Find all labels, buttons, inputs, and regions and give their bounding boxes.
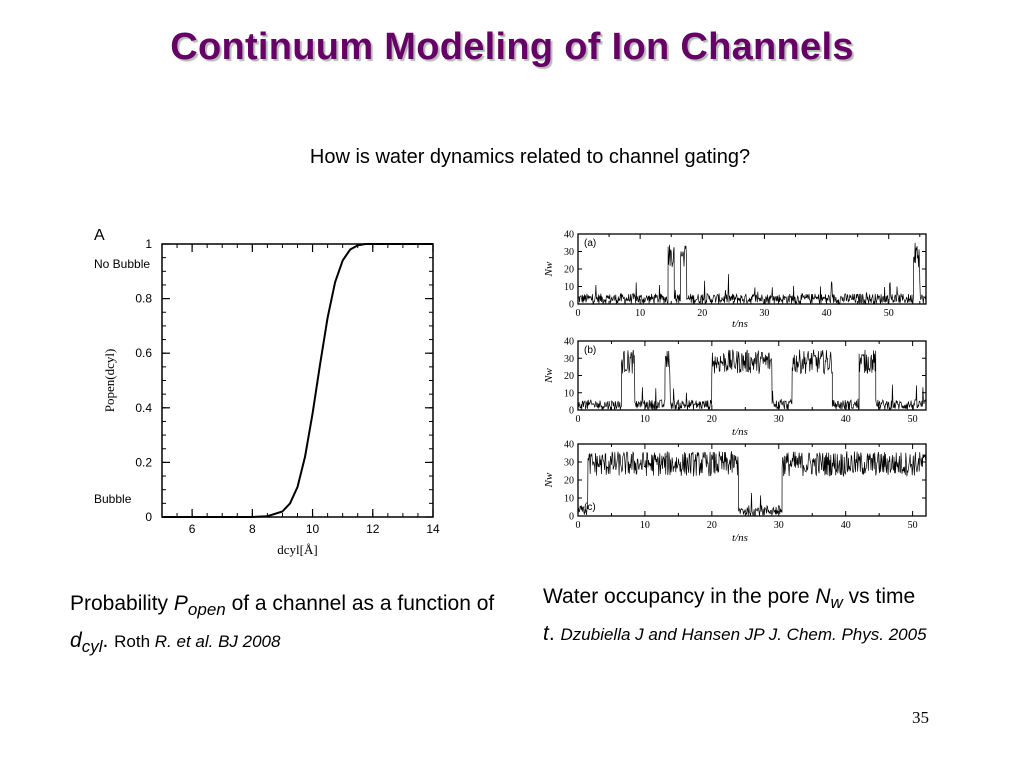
x-tick-label: 14	[426, 522, 440, 536]
caption-right-symbol: N	[815, 585, 831, 608]
y-tick-label: 20	[564, 476, 574, 487]
x-tick-label: 20	[697, 308, 707, 319]
panel-frame	[577, 233, 927, 305]
caption-left-text3: .	[102, 629, 115, 653]
caption-right-text3: .	[548, 622, 561, 646]
x-tick-label: 40	[841, 520, 851, 531]
x-axis-label: dcyl[Å]	[277, 542, 317, 557]
x-tick-label: 30	[759, 308, 769, 319]
y-tick-label: 10	[564, 494, 574, 505]
nw-trace	[577, 451, 926, 517]
caption-left-reference: R. et al. BJ 2008	[154, 632, 281, 652]
x-tick-label: 0	[576, 520, 581, 531]
y-tick-label: 40	[564, 337, 574, 348]
y-axis-label: Nw	[543, 261, 555, 277]
caption-right-text1: Water occupancy in the pore	[543, 585, 816, 608]
slide-question: How is water dynamics related to channel…	[309, 146, 751, 168]
x-tick-label: 40	[841, 414, 851, 425]
plot-frame	[161, 243, 434, 518]
x-axis-label: t/ns	[732, 532, 748, 544]
caption-left-subscript2: cyl	[81, 637, 103, 657]
y-tick-label: 0.2	[135, 455, 152, 469]
x-tick-label: 0	[576, 414, 581, 425]
caption-left-subscript: open	[187, 600, 226, 620]
x-tick-label: 50	[884, 308, 894, 319]
popen-curve	[162, 243, 433, 518]
caption-right-subscript: w	[830, 593, 843, 613]
x-tick-label: 8	[249, 522, 256, 536]
y-axis-label: Nw	[543, 368, 555, 384]
caption-left-author: Roth	[114, 632, 155, 652]
x-tick-label: 20	[707, 520, 717, 531]
y-tick-label: 10	[564, 388, 574, 399]
x-tick-label: 50	[908, 414, 918, 425]
y-axis-label: Popen(dcyl)	[102, 349, 117, 413]
y-tick-label: 1	[145, 237, 152, 251]
panel-label: (a)	[584, 238, 596, 249]
y-tick-label: 40	[564, 440, 574, 451]
x-tick-label: 12	[366, 522, 380, 536]
panel-label: (b)	[584, 345, 596, 356]
caption-right-symbol2: t	[543, 622, 549, 646]
caption-right-text2: vs time	[842, 585, 916, 608]
x-tick-label: 10	[635, 308, 645, 319]
popen-chart: 6 8 10 12 14 0 0.2 0.4 0.6 0.8 1 A No Bubble Bubble dc…	[94, 227, 440, 557]
x-tick-label: 0	[576, 308, 581, 319]
caption-left-symbol: P	[173, 592, 188, 615]
x-axis-label: t/ns	[732, 426, 748, 438]
x-tick-label: 10	[306, 522, 320, 536]
caption-left-text1: Probability	[70, 592, 174, 615]
left-caption: Probability Popen of a channel as a func…	[70, 588, 500, 662]
y-tick-label: 0	[569, 406, 574, 417]
y-tick-label: 0	[145, 510, 152, 524]
y-tick-label: 20	[564, 371, 574, 382]
caption-left-text2: of a channel as a function of	[225, 592, 495, 615]
y-tick-label: 0.4	[135, 401, 152, 415]
x-tick-label: 20	[707, 414, 717, 425]
x-tick-label: 10	[640, 414, 650, 425]
x-axis-label: t/ns	[732, 318, 748, 330]
x-tick-label: 50	[908, 520, 918, 531]
x-tick-label: 6	[189, 522, 196, 536]
caption-right-reference: Dzubiella J and Hansen JP J. Chem. Phys.…	[560, 625, 927, 645]
x-tick-label: 10	[640, 520, 650, 531]
slide-title: Continuum Modeling of Ion Channels	[170, 26, 854, 68]
y-tick-label: 30	[564, 354, 574, 365]
y-tick-label: 0.8	[135, 292, 152, 306]
x-tick-label: 30	[774, 414, 784, 425]
y-tick-label: 30	[564, 458, 574, 469]
right-caption: Water occupancy in the pore Nw vs time t…	[543, 581, 1013, 650]
nw-trace	[577, 242, 927, 306]
caption-left-symbol2: d	[70, 629, 82, 653]
y-tick-label: 40	[564, 230, 574, 241]
water-occupancy-chart: 0 10 20 30 40 50 0 10 20 30 40 (a) t/ns Nw 0 10 20 30 40 50…	[543, 230, 927, 544]
y-tick-label: 0	[569, 300, 574, 311]
nw-trace	[577, 349, 926, 411]
y-axis-label: Nw	[543, 472, 555, 488]
page-number: 35	[912, 708, 929, 727]
annotation-no-bubble: No Bubble	[94, 257, 150, 271]
panel-label: (c)	[584, 502, 596, 513]
y-tick-label: 0.6	[135, 346, 152, 360]
y-tick-label: 20	[564, 265, 574, 276]
annotation-bubble: Bubble	[94, 492, 132, 506]
y-tick-label: 0	[569, 512, 574, 523]
y-tick-label: 10	[564, 282, 574, 293]
y-tick-label: 30	[564, 247, 574, 258]
x-tick-label: 30	[774, 520, 784, 531]
panel-label: A	[94, 227, 105, 244]
x-tick-label: 40	[822, 308, 832, 319]
